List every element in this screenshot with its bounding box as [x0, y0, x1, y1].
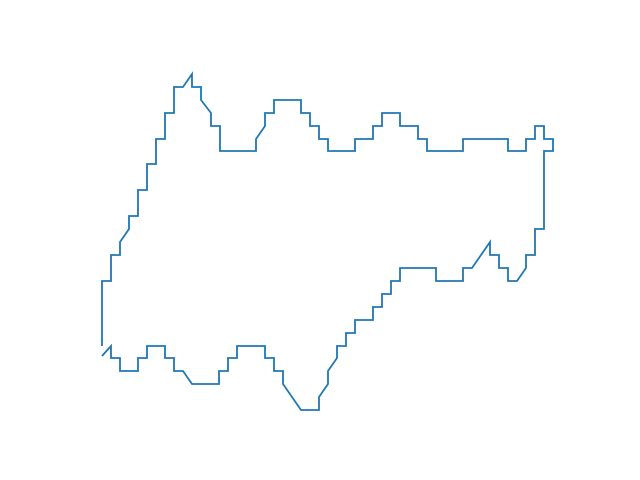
outline-path — [101, 71, 554, 411]
